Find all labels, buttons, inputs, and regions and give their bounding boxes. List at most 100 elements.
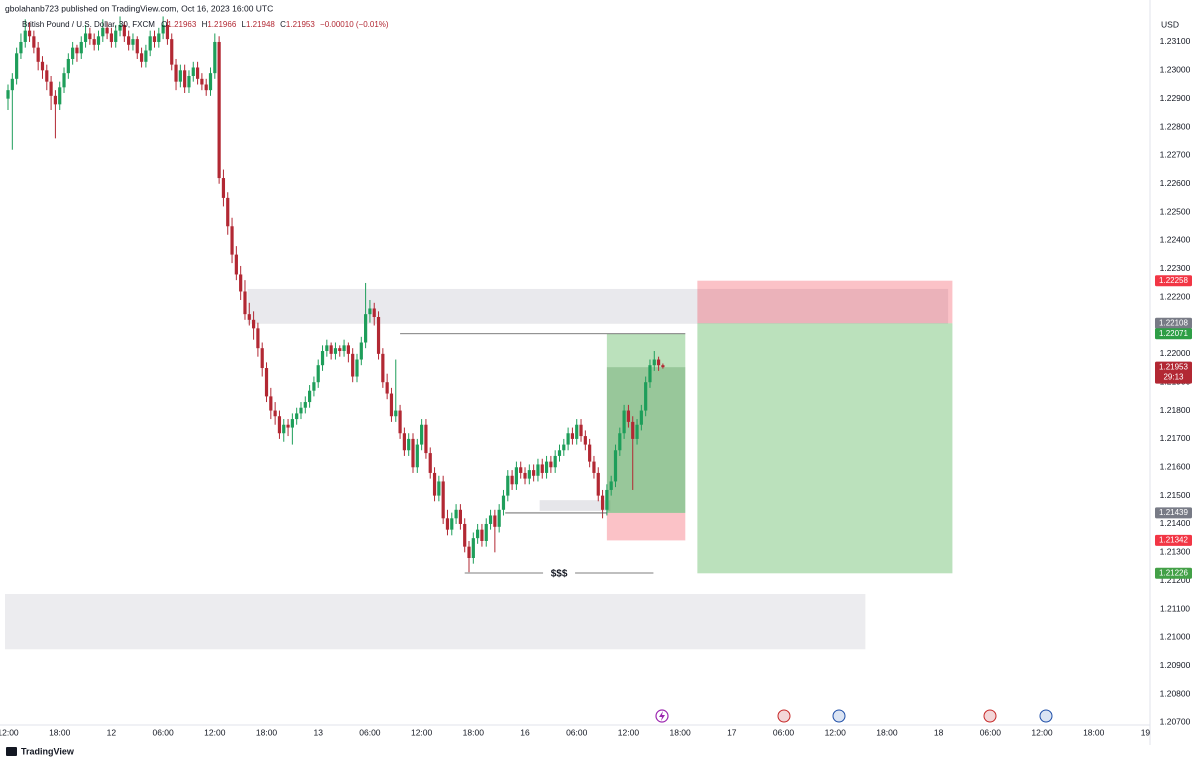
price-tag <box>1155 534 1192 546</box>
loss-zone <box>606 512 686 541</box>
x-tick-label: 06:00 <box>980 727 1002 737</box>
price-tag-label: 1.21953 <box>1159 362 1188 371</box>
candle-body <box>626 410 631 422</box>
candle-body <box>200 78 204 85</box>
candle-body <box>532 470 536 476</box>
x-tick-label: 16 <box>520 727 530 737</box>
candle-body <box>407 438 411 451</box>
candle-body <box>36 47 40 62</box>
x-tick-label: 18:00 <box>49 727 71 737</box>
legend-value: 1.21966 <box>207 20 236 29</box>
candle-body <box>45 70 49 82</box>
candle-body <box>579 424 583 437</box>
candle-body <box>583 436 587 445</box>
candle-body <box>152 36 157 42</box>
candle-body <box>208 73 213 91</box>
event-icon[interactable] <box>983 709 997 723</box>
candle-body <box>351 353 355 377</box>
candle-body <box>92 39 96 45</box>
price-tag-label: 1.21226 <box>1159 568 1188 577</box>
candle-body <box>394 410 398 417</box>
candle-body <box>519 467 523 473</box>
candle-body <box>204 84 208 91</box>
y-tick-label: 1.21000 <box>1160 632 1191 642</box>
candle-body <box>445 518 450 530</box>
candle-body <box>165 24 170 40</box>
candle-body <box>239 274 243 292</box>
x-tick-label: 12:00 <box>0 727 19 737</box>
y-tick-label: 1.21100 <box>1160 603 1190 613</box>
event-icons <box>655 709 1053 723</box>
candle-body <box>488 515 493 524</box>
annotation: $$$ <box>551 569 568 580</box>
price-tag-label: 1.21439 <box>1159 508 1188 517</box>
price-tag <box>1155 567 1192 579</box>
event-icon[interactable] <box>832 709 846 723</box>
price-tag-label: 1.22258 <box>1159 276 1188 285</box>
event-icon[interactable] <box>777 709 791 723</box>
candle-body <box>161 24 165 34</box>
candle-body <box>217 41 221 179</box>
candle-body <box>415 444 419 468</box>
candle-body <box>484 523 488 541</box>
price-tag-label: 1.22071 <box>1159 329 1188 338</box>
candle-body <box>308 390 312 403</box>
legend-letter: H <box>202 20 208 29</box>
candle-body <box>114 30 118 42</box>
candle-body <box>562 444 566 451</box>
price-tag <box>1155 507 1192 519</box>
candle-body <box>118 24 122 31</box>
x-tick-label: 18 <box>934 727 944 737</box>
candle-body <box>631 421 635 439</box>
y-tick-label: 1.22200 <box>1160 291 1191 301</box>
symbol: British Pound / U.S. Dollar, 30, FXCM <box>22 20 155 29</box>
candle-body <box>269 396 273 411</box>
candle-body <box>234 254 238 275</box>
candle-body <box>648 365 652 383</box>
candle-body <box>6 90 10 99</box>
candle-body <box>273 410 277 417</box>
countdown: 29:13 <box>1163 372 1184 381</box>
candle-body <box>32 36 36 48</box>
y-tick-label: 1.22000 <box>1160 348 1191 358</box>
x-tick-label: 18:00 <box>256 727 278 737</box>
x-tick-label: 06:00 <box>359 727 381 737</box>
candle-body <box>570 433 575 439</box>
price-tag-label: 1.22108 <box>1159 318 1188 327</box>
candle-body <box>609 481 613 490</box>
y-tick-label: 1.22500 <box>1160 206 1191 216</box>
y-tick-label: 1.21300 <box>1160 547 1191 557</box>
candle-body <box>600 495 605 510</box>
price-tag <box>1155 317 1192 329</box>
candle-body <box>178 70 182 82</box>
candle-body <box>75 47 79 54</box>
x-tick-label: 18:00 <box>1083 727 1105 737</box>
currency: USD <box>1161 19 1179 29</box>
event-icon[interactable] <box>1039 709 1053 723</box>
candle-body <box>544 461 549 473</box>
candle-body <box>131 39 135 45</box>
candle-body <box>170 39 174 65</box>
candle-body <box>368 308 372 315</box>
drawings <box>4 280 953 650</box>
candle-body <box>15 53 19 79</box>
profit-zone <box>697 323 953 574</box>
candle-body <box>613 450 618 482</box>
event-icon-glyph <box>659 711 665 721</box>
candle-body <box>316 365 320 383</box>
candle-body <box>596 472 600 496</box>
legend-change: −0.00010 (−0.01%) <box>320 20 389 29</box>
candle-body <box>501 495 506 510</box>
y-tick-label: 1.20900 <box>1160 660 1191 670</box>
candle-body <box>364 314 368 343</box>
candle-body <box>191 67 195 76</box>
legend-line: British Pound / U.S. Dollar, 30, FXCM O1… <box>22 20 389 29</box>
candle-body <box>226 197 230 227</box>
x-tick-label: 06:00 <box>566 727 588 737</box>
candle-body <box>428 453 432 473</box>
candle-body <box>622 410 626 434</box>
candle-body <box>221 178 226 198</box>
candle-body <box>432 472 437 496</box>
candle-body <box>605 489 609 510</box>
x-tick-label: 06:00 <box>152 727 174 737</box>
